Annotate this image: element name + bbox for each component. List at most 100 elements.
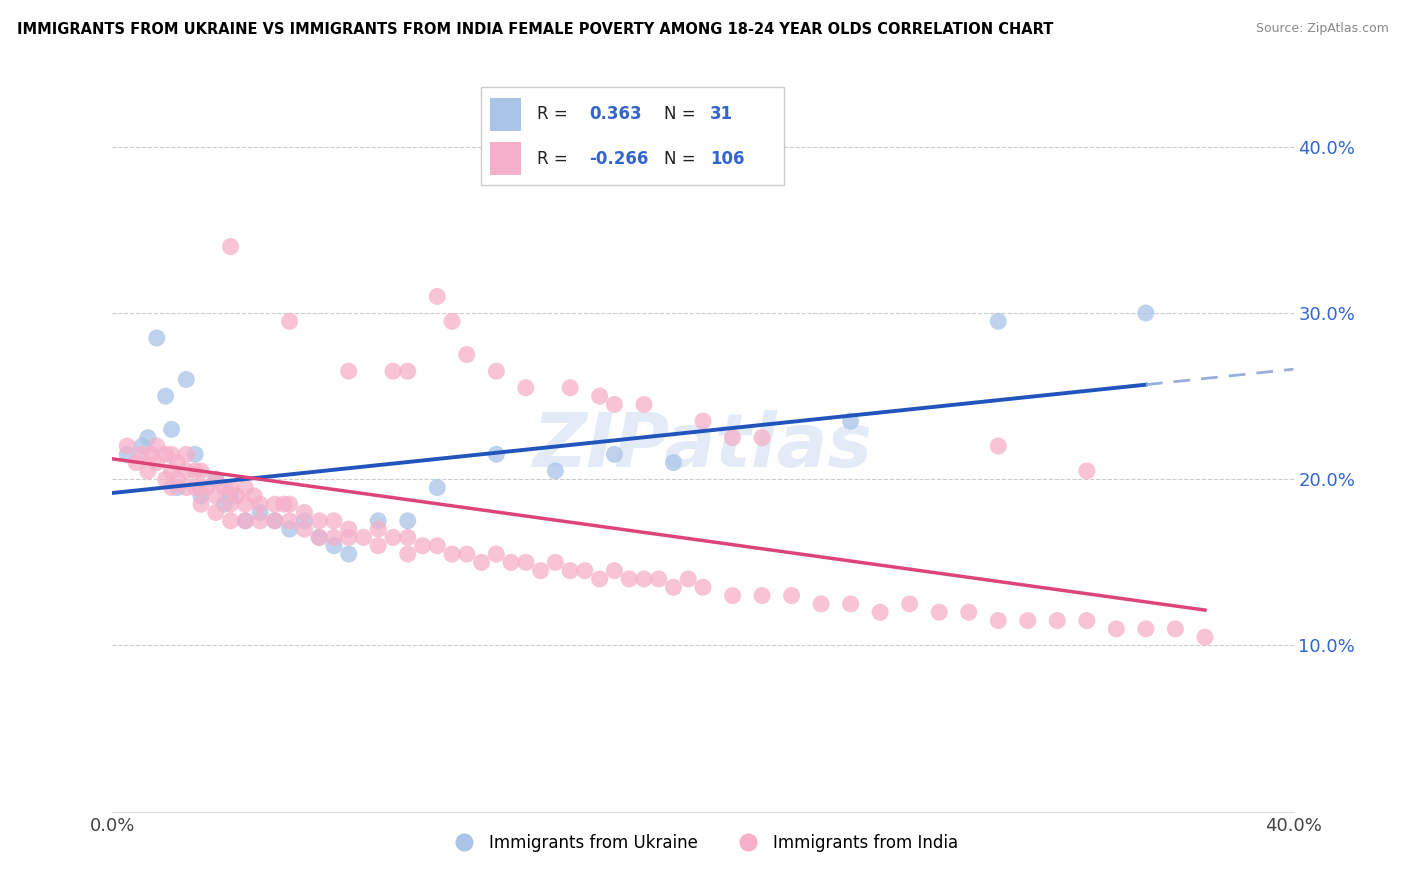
Point — [869, 605, 891, 619]
Point — [485, 447, 508, 461]
Point — [136, 464, 159, 478]
Point — [195, 481, 218, 495]
Point — [184, 481, 207, 495]
Point — [139, 447, 162, 461]
Point — [692, 414, 714, 428]
Point — [678, 572, 700, 586]
Point — [249, 497, 271, 511]
Point — [810, 597, 832, 611]
Point — [692, 580, 714, 594]
Point — [205, 506, 228, 520]
Point — [292, 506, 315, 520]
Text: 0.363: 0.363 — [589, 105, 643, 123]
Point — [544, 464, 567, 478]
Point — [219, 239, 242, 253]
Point — [292, 514, 315, 528]
Point — [184, 464, 207, 478]
Point — [308, 530, 330, 544]
Text: 31: 31 — [710, 105, 733, 123]
Text: ZIPatlas: ZIPatlas — [533, 409, 873, 483]
Point — [780, 589, 803, 603]
Point — [470, 555, 494, 569]
Point — [219, 481, 242, 495]
Point — [426, 289, 449, 303]
Point — [146, 456, 169, 470]
Point — [987, 614, 1010, 628]
Point — [205, 472, 228, 486]
Point — [337, 522, 360, 536]
Point — [190, 464, 212, 478]
Point — [160, 447, 183, 461]
Point — [233, 514, 256, 528]
Point — [396, 364, 419, 378]
Point — [323, 514, 346, 528]
Text: R =: R = — [537, 105, 568, 123]
Point — [190, 497, 212, 511]
Point — [485, 547, 508, 561]
Point — [1135, 622, 1157, 636]
Point — [219, 497, 242, 511]
Point — [1135, 306, 1157, 320]
Point — [382, 530, 405, 544]
Point — [249, 514, 271, 528]
Point — [214, 481, 236, 495]
Point — [411, 539, 433, 553]
Point — [588, 572, 610, 586]
Point — [155, 389, 177, 403]
Point — [205, 472, 228, 486]
Point — [574, 564, 596, 578]
Point — [382, 364, 405, 378]
Point — [219, 514, 242, 528]
Point — [633, 572, 655, 586]
Point — [273, 497, 295, 511]
Point — [225, 489, 247, 503]
Point — [264, 497, 287, 511]
Point — [588, 389, 610, 403]
FancyBboxPatch shape — [491, 98, 522, 131]
Point — [308, 530, 330, 544]
Point — [396, 530, 419, 544]
Point — [619, 572, 641, 586]
Point — [292, 522, 315, 536]
Point — [184, 447, 207, 461]
Point — [1076, 464, 1098, 478]
Point — [160, 422, 183, 436]
Point — [233, 514, 256, 528]
Point — [146, 439, 169, 453]
Point — [264, 514, 287, 528]
Point — [529, 564, 551, 578]
Point — [160, 464, 183, 478]
Point — [839, 414, 862, 428]
Point — [117, 447, 138, 461]
Point — [426, 481, 449, 495]
Point — [136, 431, 159, 445]
Point — [501, 555, 523, 569]
Point — [323, 539, 346, 553]
Point — [367, 522, 389, 536]
Point — [190, 489, 212, 503]
Point — [957, 605, 980, 619]
FancyBboxPatch shape — [491, 142, 522, 175]
Point — [515, 555, 537, 569]
Point — [1046, 614, 1069, 628]
Point — [337, 547, 360, 561]
Point — [323, 530, 346, 544]
Point — [166, 472, 188, 486]
Point — [751, 589, 773, 603]
Point — [214, 497, 236, 511]
Point — [205, 489, 228, 503]
Point — [987, 314, 1010, 328]
Text: N =: N = — [664, 105, 695, 123]
Point — [662, 580, 685, 594]
Point — [544, 555, 567, 569]
Point — [278, 314, 301, 328]
Point — [367, 539, 389, 553]
Point — [174, 372, 197, 386]
Point — [456, 347, 478, 362]
Text: 106: 106 — [710, 150, 745, 168]
Point — [174, 447, 197, 461]
Point — [396, 547, 419, 561]
Point — [1194, 630, 1216, 644]
Point — [131, 447, 153, 461]
Point — [233, 481, 256, 495]
